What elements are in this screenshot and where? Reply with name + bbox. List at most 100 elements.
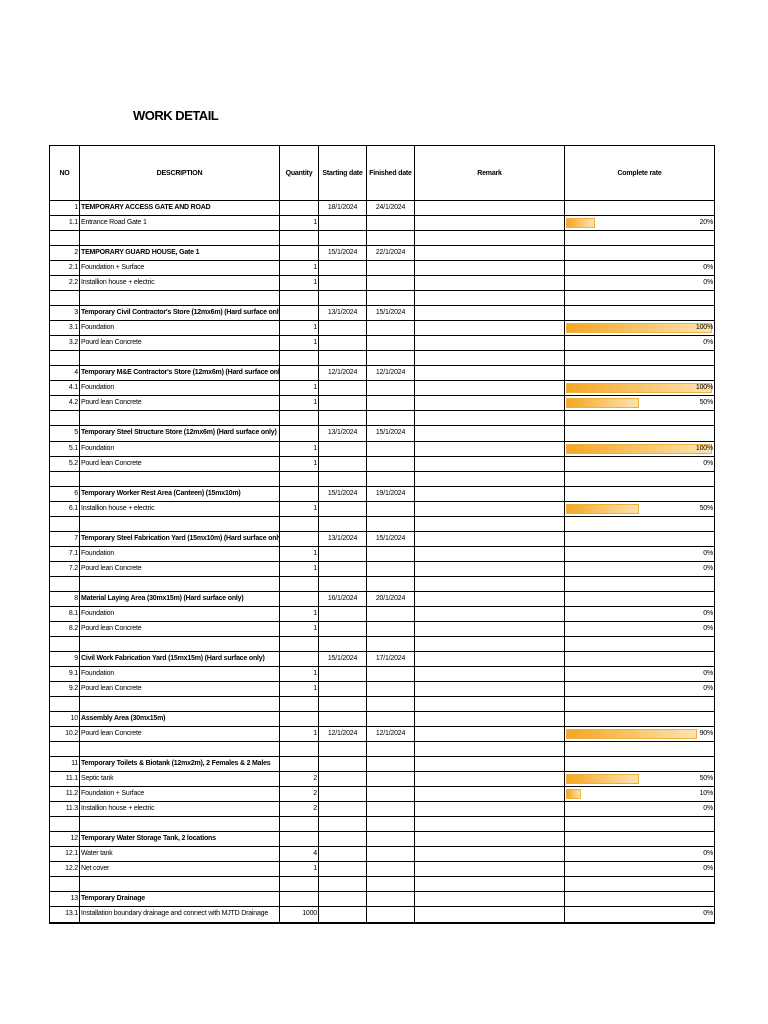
cell — [80, 471, 280, 487]
cell: Temporary Toilets & Biotank (12mx2m), 2 … — [80, 757, 280, 773]
cell — [565, 201, 714, 217]
cell: 0% — [565, 336, 714, 352]
cell — [565, 832, 714, 848]
cell — [565, 757, 714, 773]
cell: 12.1 — [50, 847, 80, 863]
cell — [367, 411, 415, 427]
cell: Civil Work Fabrication Yard (15mx15m) (H… — [80, 651, 280, 667]
cell: 15/1/2024 — [319, 486, 367, 502]
cell — [319, 216, 367, 232]
cell: 1.1 — [50, 216, 80, 232]
cell: 8.1 — [50, 606, 80, 622]
cell — [415, 261, 565, 277]
cell — [50, 742, 80, 758]
cell — [367, 351, 415, 367]
cell — [565, 712, 714, 728]
cell: Temporary Steel Fabrication Yard (15mx10… — [80, 531, 280, 547]
cell: 50% — [565, 396, 714, 412]
cell — [415, 561, 565, 577]
cell: Septic tank — [80, 772, 280, 788]
table-row: 9.2 Pourd lean Concrete 1 0% — [50, 682, 714, 698]
cell — [565, 517, 714, 532]
cell: Installation boundary drainage and conne… — [80, 907, 280, 923]
cell: 10.2 — [50, 727, 80, 743]
cell: 1 — [280, 216, 319, 232]
cell: Foundation + Surface — [80, 787, 280, 803]
cell — [80, 817, 280, 833]
table-row: 9.1 Foundation 1 0% — [50, 666, 714, 682]
table-row: 1.1 Entrance Road Gate 1 1 20% — [50, 216, 714, 232]
cell: 4 — [280, 847, 319, 863]
rate-label: 0% — [703, 279, 713, 287]
cell: 3.2 — [50, 336, 80, 352]
cell — [319, 501, 367, 517]
cell: 15/1/2024 — [367, 426, 415, 442]
cell: Foundation — [80, 546, 280, 562]
cell — [415, 591, 565, 607]
cell: 6.1 — [50, 501, 80, 517]
cell: 11.2 — [50, 787, 80, 803]
cell — [319, 381, 367, 397]
table-row: 12.1 Water tank 4 0% — [50, 847, 714, 863]
cell — [367, 772, 415, 788]
cell: 1000 — [280, 907, 319, 923]
cell — [415, 907, 565, 923]
cell — [367, 321, 415, 337]
table-row: 13 Temporary Drainage — [50, 892, 714, 908]
cell: 15/1/2024 — [319, 246, 367, 262]
table-row — [50, 411, 714, 427]
cell — [565, 472, 714, 487]
cell: 11 — [50, 757, 80, 773]
cell — [319, 877, 367, 893]
table-row: 2 TEMPORARY GUARD HOUSE, Gate 1 15/1/2024 2… — [50, 246, 714, 262]
cell — [565, 637, 714, 652]
cell — [50, 636, 80, 652]
cell — [367, 501, 415, 517]
cell: 24/1/2024 — [367, 201, 415, 217]
cell — [565, 892, 714, 908]
cell: Foundation — [80, 321, 280, 337]
cell: 50% — [565, 772, 714, 788]
cell — [319, 336, 367, 352]
cell — [319, 697, 367, 713]
cell — [415, 697, 565, 713]
progress-bar — [566, 729, 698, 740]
cell — [280, 712, 319, 728]
cell — [367, 516, 415, 532]
cell: Installion house + electric — [80, 802, 280, 818]
cell — [415, 216, 565, 232]
cell: Foundation — [80, 381, 280, 397]
cell — [319, 757, 367, 773]
cell — [565, 592, 714, 607]
cell — [80, 576, 280, 592]
cell: 100% — [565, 321, 714, 337]
cell: 1 — [280, 336, 319, 352]
cell — [565, 817, 714, 833]
cell — [80, 291, 280, 307]
cell: 9.2 — [50, 682, 80, 698]
cell: 0% — [565, 907, 714, 923]
cell: 19/1/2024 — [367, 486, 415, 502]
cell — [367, 261, 415, 277]
cell — [319, 606, 367, 622]
cell — [415, 336, 565, 352]
cell — [415, 291, 565, 307]
cell: 4.2 — [50, 396, 80, 412]
cell — [565, 652, 714, 667]
cell — [415, 802, 565, 818]
rate-label: 100% — [695, 324, 713, 332]
cell: Temporary Steel Structure Store (12mx6m)… — [80, 426, 280, 442]
table-row: 8.2 Pourd lean Concrete 1 0% — [50, 621, 714, 637]
cell — [415, 516, 565, 532]
cell: 1 — [280, 862, 319, 878]
progress-bar — [566, 443, 712, 454]
cell: Foundation — [80, 606, 280, 622]
cell: 8 — [50, 591, 80, 607]
rate-label: 0% — [703, 609, 713, 617]
cell — [280, 231, 319, 247]
cell: Installion house + electric — [80, 276, 280, 292]
cell: Pourd lean Concrete — [80, 336, 280, 352]
table-row: 11.1 Septic tank 2 50% — [50, 772, 714, 788]
cell — [565, 577, 714, 592]
